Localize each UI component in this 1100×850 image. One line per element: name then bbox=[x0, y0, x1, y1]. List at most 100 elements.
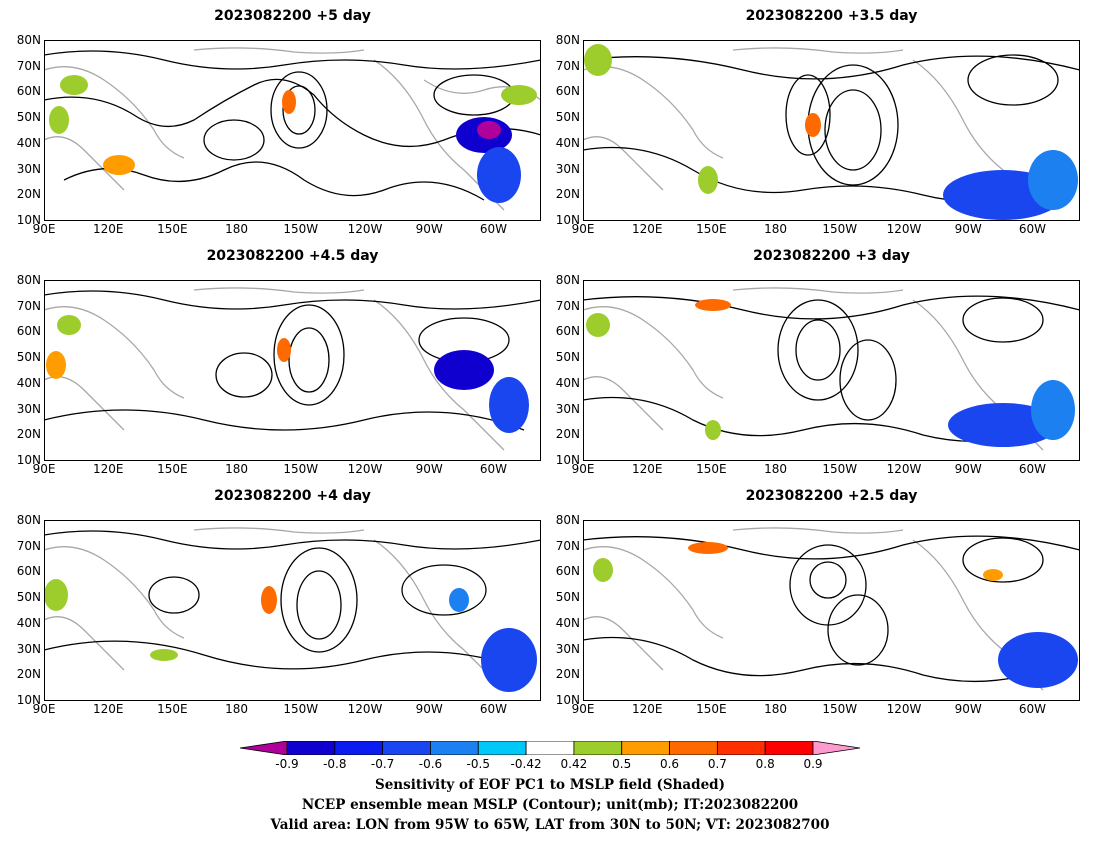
mslp-contours bbox=[583, 54, 1080, 203]
x-tick-label: 90E bbox=[32, 462, 56, 476]
colorbar-label: 0.42 bbox=[560, 757, 588, 771]
map-layer bbox=[44, 287, 541, 451]
x-tick-label: 120E bbox=[92, 462, 124, 476]
colorbar-label: -0.42 bbox=[510, 757, 542, 771]
map-layer bbox=[583, 527, 1080, 691]
x-tick-label: 180 bbox=[764, 702, 788, 716]
x-tick-label: 180 bbox=[225, 462, 249, 476]
x-tick-label: 90W bbox=[954, 462, 982, 476]
colorbar-swatch bbox=[525, 741, 575, 755]
map-layer bbox=[583, 287, 1080, 451]
panel-title: 2023082200 +4.5 day bbox=[206, 248, 379, 264]
x-tick-label: 120W bbox=[347, 222, 383, 236]
colorbar bbox=[240, 741, 860, 755]
y-tick-label: 40N bbox=[16, 375, 41, 390]
x-tick-label: 150E bbox=[696, 462, 727, 476]
sensitivity-shading bbox=[584, 44, 1078, 220]
y-tick-label: 70N bbox=[16, 298, 41, 313]
y-tick-label: 20N bbox=[555, 427, 580, 442]
y-tick-label: 80N bbox=[555, 33, 580, 47]
mslp-contours bbox=[44, 50, 541, 201]
y-tick-label: 20N bbox=[555, 187, 580, 202]
mslp-contours bbox=[583, 535, 1080, 683]
caption-line-1: Sensitivity of EOF PC1 to MSLP field (Sh… bbox=[374, 777, 726, 793]
map-panel bbox=[44, 280, 541, 461]
colorbar-swatch bbox=[382, 741, 431, 755]
y-tick-label: 10N bbox=[16, 692, 41, 707]
x-tick-label: 90E bbox=[571, 222, 595, 236]
colorbar-label: 0.8 bbox=[755, 757, 775, 771]
x-tick-label: 90E bbox=[571, 462, 595, 476]
x-tick-label: 150E bbox=[157, 462, 188, 476]
land-outline bbox=[44, 47, 541, 211]
colorbar-swatch bbox=[430, 741, 479, 755]
x-tick-label: 180 bbox=[764, 462, 788, 476]
panel-title: 2023082200 +3 day bbox=[753, 248, 910, 264]
y-tick-label: 50N bbox=[16, 110, 41, 125]
y-tick-label: 60N bbox=[16, 84, 41, 99]
mslp-contours bbox=[44, 530, 541, 671]
x-tick-label: 90W bbox=[954, 702, 982, 716]
colorbar-swatch bbox=[286, 741, 336, 755]
y-tick-label: 50N bbox=[555, 110, 580, 125]
y-tick-label: 80N bbox=[555, 273, 580, 287]
panel-title: 2023082200 +2.5 day bbox=[745, 488, 918, 504]
x-tick-label: 180 bbox=[764, 222, 788, 236]
y-tick-label: 30N bbox=[16, 641, 41, 656]
y-tick-label: 40N bbox=[555, 375, 580, 390]
y-tick-label: 70N bbox=[16, 58, 41, 73]
y-tick-label: 50N bbox=[16, 590, 41, 605]
x-tick-label: 60W bbox=[1018, 702, 1046, 716]
colorbar-swatch bbox=[477, 741, 527, 755]
land-outline bbox=[44, 527, 505, 691]
colorbar-swatch bbox=[812, 741, 860, 755]
x-tick-label: 120W bbox=[886, 462, 922, 476]
x-tick-label: 120E bbox=[631, 222, 663, 236]
colorbar-swatch bbox=[240, 741, 288, 755]
colorbar-label: 0.5 bbox=[612, 757, 632, 771]
y-tick-label: 20N bbox=[16, 187, 41, 202]
y-tick-label: 30N bbox=[555, 641, 580, 656]
x-tick-label: 60W bbox=[1018, 462, 1046, 476]
x-tick-label: 90W bbox=[415, 462, 443, 476]
x-tick-label: 120E bbox=[92, 222, 124, 236]
map-panel bbox=[44, 40, 541, 221]
x-tick-label: 150W bbox=[822, 702, 858, 716]
x-tick-label: 150W bbox=[283, 222, 319, 236]
map-panel bbox=[44, 520, 541, 701]
y-tick-label: 60N bbox=[16, 564, 41, 579]
x-tick-label: 90W bbox=[415, 702, 443, 716]
caption-line-3: Valid area: LON from 95W to 65W, LAT fro… bbox=[270, 817, 830, 833]
y-tick-label: 10N bbox=[555, 212, 580, 227]
y-tick-label: 10N bbox=[16, 452, 41, 467]
colorbar-label: 0.7 bbox=[707, 757, 727, 771]
x-tick-label: 150E bbox=[157, 222, 188, 236]
x-tick-label: 150E bbox=[157, 702, 188, 716]
y-tick-label: 50N bbox=[555, 590, 580, 605]
colorbar-swatch bbox=[334, 741, 384, 755]
colorbar-label: -0.6 bbox=[418, 757, 443, 771]
map-layer bbox=[44, 527, 541, 692]
y-tick-label: 70N bbox=[555, 298, 580, 313]
x-tick-label: 90W bbox=[954, 222, 982, 236]
x-tick-label: 150E bbox=[696, 222, 727, 236]
colorbar-swatch bbox=[621, 741, 670, 755]
colorbar-swatch bbox=[764, 741, 814, 755]
y-tick-label: 60N bbox=[16, 324, 41, 339]
colorbar-swatch bbox=[669, 741, 718, 755]
colorbar-label: -0.8 bbox=[323, 757, 347, 771]
x-tick-label: 150W bbox=[822, 462, 858, 476]
y-tick-label: 40N bbox=[16, 135, 41, 150]
x-tick-label: 120E bbox=[631, 462, 663, 476]
y-tick-label: 50N bbox=[555, 350, 580, 365]
panel-title: 2023082200 +4 day bbox=[214, 488, 371, 504]
y-tick-label: 80N bbox=[555, 513, 580, 527]
y-tick-label: 40N bbox=[16, 615, 41, 630]
x-tick-label: 60W bbox=[479, 222, 507, 236]
x-tick-label: 180 bbox=[225, 702, 249, 716]
colorbar-swatch bbox=[716, 741, 766, 755]
y-tick-label: 70N bbox=[555, 58, 580, 73]
x-tick-label: 120W bbox=[886, 222, 922, 236]
colorbar-label: -0.5 bbox=[466, 757, 490, 771]
map-layer bbox=[583, 44, 1080, 220]
